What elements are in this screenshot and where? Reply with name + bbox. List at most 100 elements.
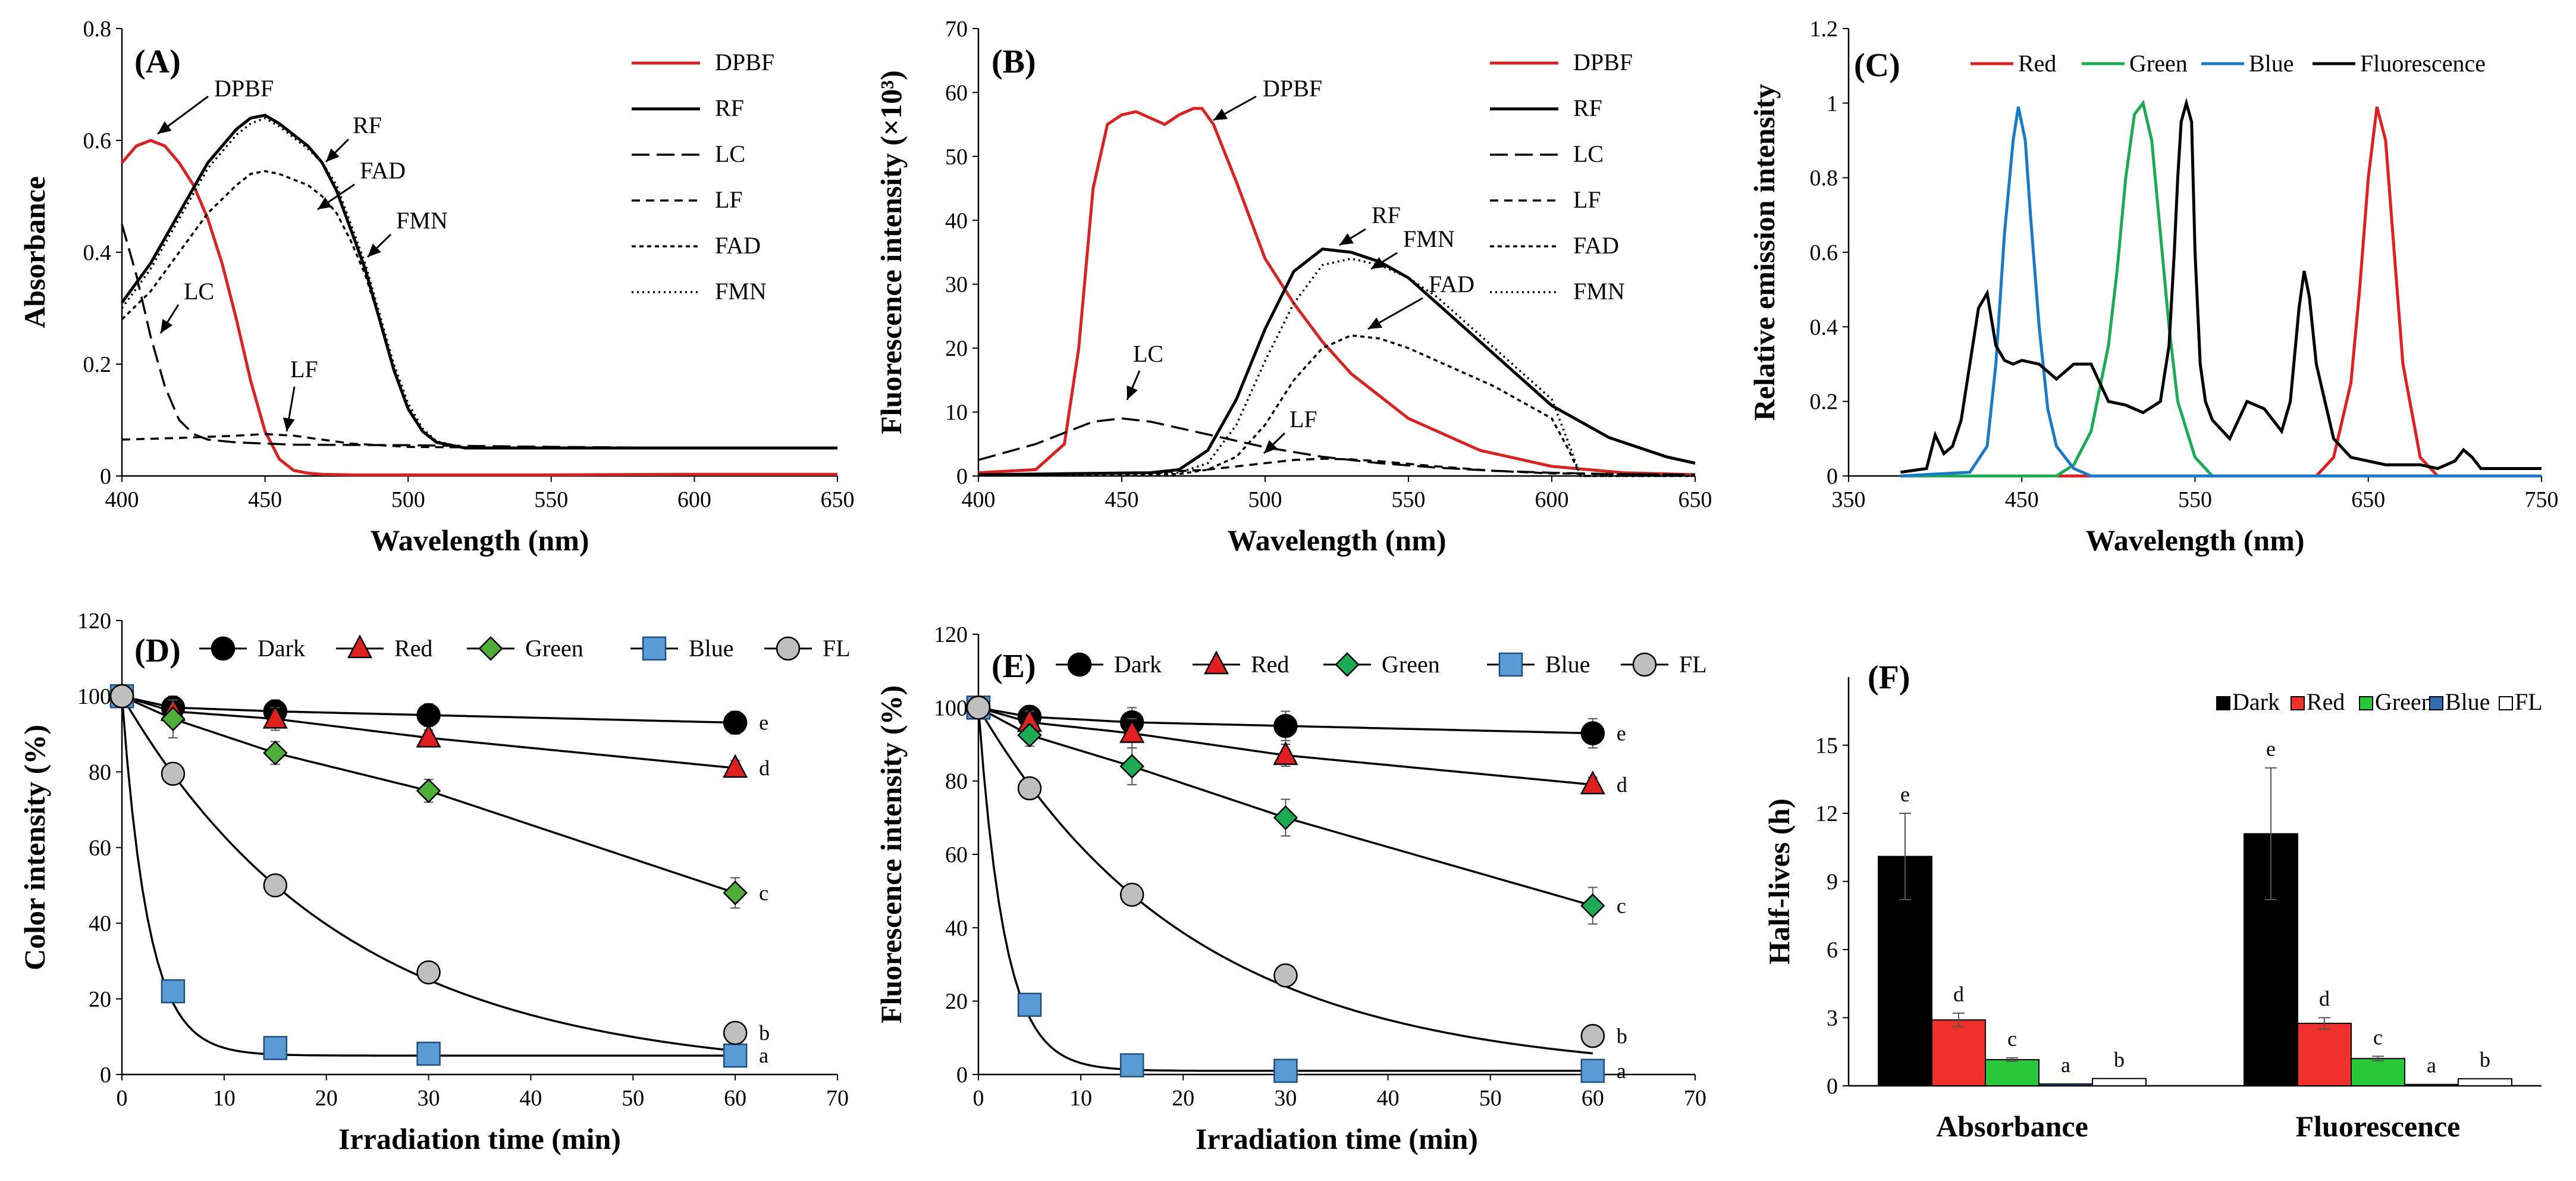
annotation-arrowhead bbox=[1371, 256, 1385, 269]
series-line-dpbf bbox=[121, 139, 837, 477]
data-point-fl bbox=[263, 873, 288, 898]
annotation-lf: LF bbox=[1289, 406, 1317, 433]
legend-label-blue: Blue bbox=[2445, 688, 2490, 715]
x-tick-label: 20 bbox=[315, 1086, 338, 1111]
significance-letter: b bbox=[2114, 1048, 2125, 1072]
x-axis-title: Wavelength (nm) bbox=[2085, 524, 2304, 557]
panel-D: 0 10 20 30 40 50 60 70 0 20 40 60 80 100 120 Irradiatio… bbox=[18, 609, 851, 1155]
data-point-dark bbox=[1580, 721, 1605, 745]
annotation-arrowhead bbox=[368, 243, 381, 257]
annotation-arrowhead bbox=[326, 148, 340, 162]
annotation-arrowhead bbox=[1213, 108, 1228, 120]
significance-letter: c bbox=[2373, 1025, 2383, 1049]
x-tick-label: 600 bbox=[1535, 487, 1569, 512]
legend-label-fad: FAD bbox=[1573, 232, 1619, 259]
y-tick-label: 6 bbox=[1827, 938, 1838, 963]
legend-label-blue: Blue bbox=[689, 635, 734, 662]
annotation-arrowhead bbox=[1264, 440, 1278, 453]
data-point-dark bbox=[723, 710, 748, 735]
x-tick-label: 350 bbox=[1832, 487, 1866, 512]
annotation-dpbf: DPBF bbox=[1263, 75, 1322, 102]
annotation-arrowhead bbox=[318, 197, 332, 209]
data-point-red bbox=[416, 723, 441, 748]
y-tick-label: 0 bbox=[1827, 1074, 1838, 1099]
x-axis-title: Wavelength (nm) bbox=[1227, 524, 1446, 557]
y-axis-title: Half-lives (h) bbox=[1762, 798, 1796, 964]
y-tick-label: 0.8 bbox=[83, 17, 112, 42]
significance-letter-dark: e bbox=[759, 711, 768, 735]
legend-label-rf: RF bbox=[715, 95, 744, 121]
y-axis-title: Color intensity (%) bbox=[18, 725, 51, 970]
y-tick-label: 10 bbox=[945, 400, 968, 425]
y-tick-label: 40 bbox=[945, 916, 968, 941]
data-point-fl bbox=[966, 696, 991, 720]
x-tick-label: 10 bbox=[213, 1086, 236, 1111]
significance-letter-blue: a bbox=[1617, 1059, 1626, 1083]
x-tick-label: 40 bbox=[519, 1086, 542, 1111]
legend-label-fl: FL bbox=[1679, 651, 1707, 678]
y-tick-label: 3 bbox=[1827, 1006, 1838, 1031]
panel-E: 0 10 20 30 40 50 60 70 0 20 40 60 80 100 120 Irradiatio… bbox=[874, 622, 1707, 1155]
series-line-fmn bbox=[121, 117, 837, 449]
y-tick-label: 0.2 bbox=[83, 352, 112, 377]
significance-letter: a bbox=[2427, 1054, 2436, 1077]
legend-marker-red bbox=[1203, 650, 1229, 675]
annotation-fad: FAD bbox=[1429, 271, 1474, 297]
y-tick-label: 12 bbox=[1815, 801, 1838, 826]
legend-label-green: Green bbox=[2375, 688, 2433, 715]
legend-label-green: Green bbox=[2129, 50, 2188, 77]
y-tick-label: 0 bbox=[1827, 464, 1838, 489]
bar-green bbox=[2351, 1058, 2405, 1086]
y-tick-label: 20 bbox=[89, 987, 111, 1012]
legend-label-green: Green bbox=[525, 635, 583, 662]
y-tick-label: 60 bbox=[89, 836, 111, 861]
y-axis-title: Absorbance bbox=[18, 176, 51, 328]
panel-A: 400 450 500 550 600 650 0 0.2 0.4 0.6 0.8 Wavelengt… bbox=[18, 17, 855, 557]
panel-label: (F) bbox=[1868, 659, 1910, 696]
bar-blue bbox=[2404, 1083, 2459, 1086]
data-point-red bbox=[1273, 741, 1298, 765]
annotation-arrowhead bbox=[283, 417, 295, 431]
y-tick-label: 80 bbox=[89, 760, 111, 785]
legend-marker-green bbox=[478, 636, 503, 661]
legend-swatch-fl bbox=[2499, 696, 2513, 710]
data-point-green bbox=[161, 706, 186, 732]
legend-swatch-red bbox=[2291, 696, 2305, 710]
annotation-arrowhead bbox=[1339, 233, 1354, 245]
data-point-fl bbox=[723, 1020, 748, 1045]
significance-letter: e bbox=[2266, 737, 2276, 761]
legend-marker-fl bbox=[1632, 652, 1657, 677]
y-tick-label: 0.6 bbox=[83, 129, 112, 154]
annotation-fmn: FMN bbox=[1403, 225, 1455, 252]
legend-label-fl: FL bbox=[2515, 688, 2543, 715]
panel-label: (C) bbox=[1854, 47, 1900, 84]
series-line-fad bbox=[978, 334, 1695, 477]
y-tick-label: 0 bbox=[100, 1063, 111, 1088]
data-point-fl bbox=[416, 960, 441, 985]
annotation-dpbf: DPBF bbox=[214, 75, 274, 102]
y-tick-label: 0.6 bbox=[1810, 240, 1838, 265]
significance-letter: b bbox=[2480, 1048, 2490, 1072]
annotation-arrowhead bbox=[161, 319, 173, 333]
annotation-arrowhead bbox=[1127, 385, 1138, 400]
series-line-green bbox=[1900, 99, 2542, 478]
y-tick-label: 1 bbox=[1827, 91, 1838, 116]
legend-label-dpbf: DPBF bbox=[715, 49, 774, 76]
x-tick-label: 30 bbox=[1274, 1086, 1297, 1111]
x-tick-label: 10 bbox=[1069, 1086, 1092, 1111]
x-axis-title: Wavelength (nm) bbox=[370, 524, 589, 557]
legend-swatch-green bbox=[2359, 696, 2373, 710]
x-axis-title: Irradiation time (min) bbox=[338, 1122, 621, 1155]
data-point-blue bbox=[1273, 1058, 1298, 1083]
legend-marker-blue bbox=[1498, 652, 1523, 677]
x-tick-label: 50 bbox=[622, 1086, 644, 1111]
data-point-red bbox=[723, 754, 748, 778]
x-tick-label: 30 bbox=[418, 1086, 440, 1111]
panel-F: 0 3 6 9 12 15 Half-lives (h) (F) e d c a b Absorbance… bbox=[1762, 659, 2543, 1143]
x-tick-label: 550 bbox=[534, 487, 568, 512]
category-label: Absorbance bbox=[1936, 1110, 2088, 1143]
data-point-fl bbox=[1119, 882, 1144, 907]
series-line-fluorescence bbox=[1900, 97, 2542, 474]
y-tick-label: 15 bbox=[1815, 734, 1838, 759]
data-point-green bbox=[1017, 722, 1042, 748]
